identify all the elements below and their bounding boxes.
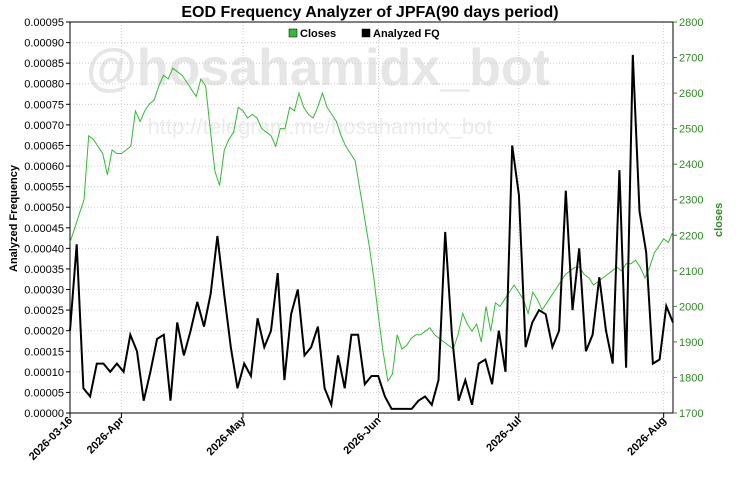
tick-label-right: 2200 xyxy=(679,230,703,242)
tick-label-left: 0.00025 xyxy=(24,305,64,317)
tick-label-x: 2026-Aug xyxy=(625,415,669,459)
tick-label-x: 2026-Jun xyxy=(341,414,383,456)
legend-swatch-analyzed-fq xyxy=(361,28,371,38)
tick-label-left: 0.00005 xyxy=(24,387,64,399)
tick-label-left: 0.00045 xyxy=(24,223,64,235)
tick-label-left: 0.00060 xyxy=(24,161,64,173)
tick-label-right: 1900 xyxy=(679,337,703,349)
tick-label-right: 2100 xyxy=(679,266,703,278)
tick-label-right: 2000 xyxy=(679,301,703,313)
series-line-closes xyxy=(69,67,674,383)
tick-label-x: 2026-03-16 xyxy=(27,415,75,463)
tick-label-right: 2500 xyxy=(679,124,703,136)
tick-label-left: 0.00080 xyxy=(24,79,64,91)
tick-label-right: 2300 xyxy=(679,195,703,207)
watermark-url: http://telegram.me/hosahamidx_bot xyxy=(148,114,493,139)
plot-frame xyxy=(69,21,674,414)
tick-label-left: 0.00055 xyxy=(24,182,64,194)
tick-label-right: 2400 xyxy=(679,159,703,171)
tick-label-left: 0.00040 xyxy=(24,243,64,255)
tick-label-left: 0.00015 xyxy=(24,346,64,358)
tick-label-left: 0.00070 xyxy=(24,120,64,132)
chart-title: EOD Frequency Analyzer of JPFA(90 days p… xyxy=(181,4,558,21)
tick-label-left: 0.00035 xyxy=(24,264,64,276)
tick-label-right: 2600 xyxy=(679,88,703,100)
tick-label-left: 0.00050 xyxy=(24,202,64,214)
tick-label-left: 0.00010 xyxy=(24,367,64,379)
tick-label-left: 0.00000 xyxy=(24,408,64,420)
x-axis-ticks: 2026-03-16 2026-Apr 2026-May 2026-Jun 2026-J… xyxy=(27,413,669,463)
left-axis-ticks: 0.00000 0.00005 0.00010 0.00015 0.00020 0.000… xyxy=(24,17,70,420)
tick-label-right: 1700 xyxy=(679,408,703,420)
tick-label-x: 2026-Jul xyxy=(484,415,524,455)
tick-label-left: 0.00095 xyxy=(24,17,64,29)
tick-label-left: 0.00020 xyxy=(24,326,64,338)
series-line-analyzed-fq xyxy=(69,54,674,410)
y2-axis-label: closes xyxy=(713,203,725,237)
tick-label-left: 0.00030 xyxy=(24,285,64,297)
tick-label-right: 2800 xyxy=(679,17,703,29)
tick-label-left: 0.00085 xyxy=(24,58,64,70)
right-axis-ticks: 1700 1800 1900 2000 2100 2200 2300 2400 2500 2600… xyxy=(673,17,703,420)
tick-label-left: 0.00065 xyxy=(24,140,64,152)
legend-label-closes: Closes xyxy=(300,28,336,40)
watermark: @hosahamidx_bot xyxy=(86,39,550,97)
legend-swatch-closes xyxy=(288,28,298,38)
tick-label-x: 2026-Apr xyxy=(85,414,127,456)
y-axis-label: Analyzed Frequency xyxy=(8,164,20,272)
tick-label-left: 0.00090 xyxy=(24,38,64,50)
legend-label-analyzed-fq: Analyzed FQ xyxy=(373,28,440,40)
tick-label-x: 2026-May xyxy=(205,414,249,458)
tick-label-right: 2700 xyxy=(679,53,703,65)
tick-label-left: 0.00075 xyxy=(24,99,64,111)
legend: Closes Analyzed FQ xyxy=(288,28,440,40)
tick-label-right: 1800 xyxy=(679,372,703,384)
